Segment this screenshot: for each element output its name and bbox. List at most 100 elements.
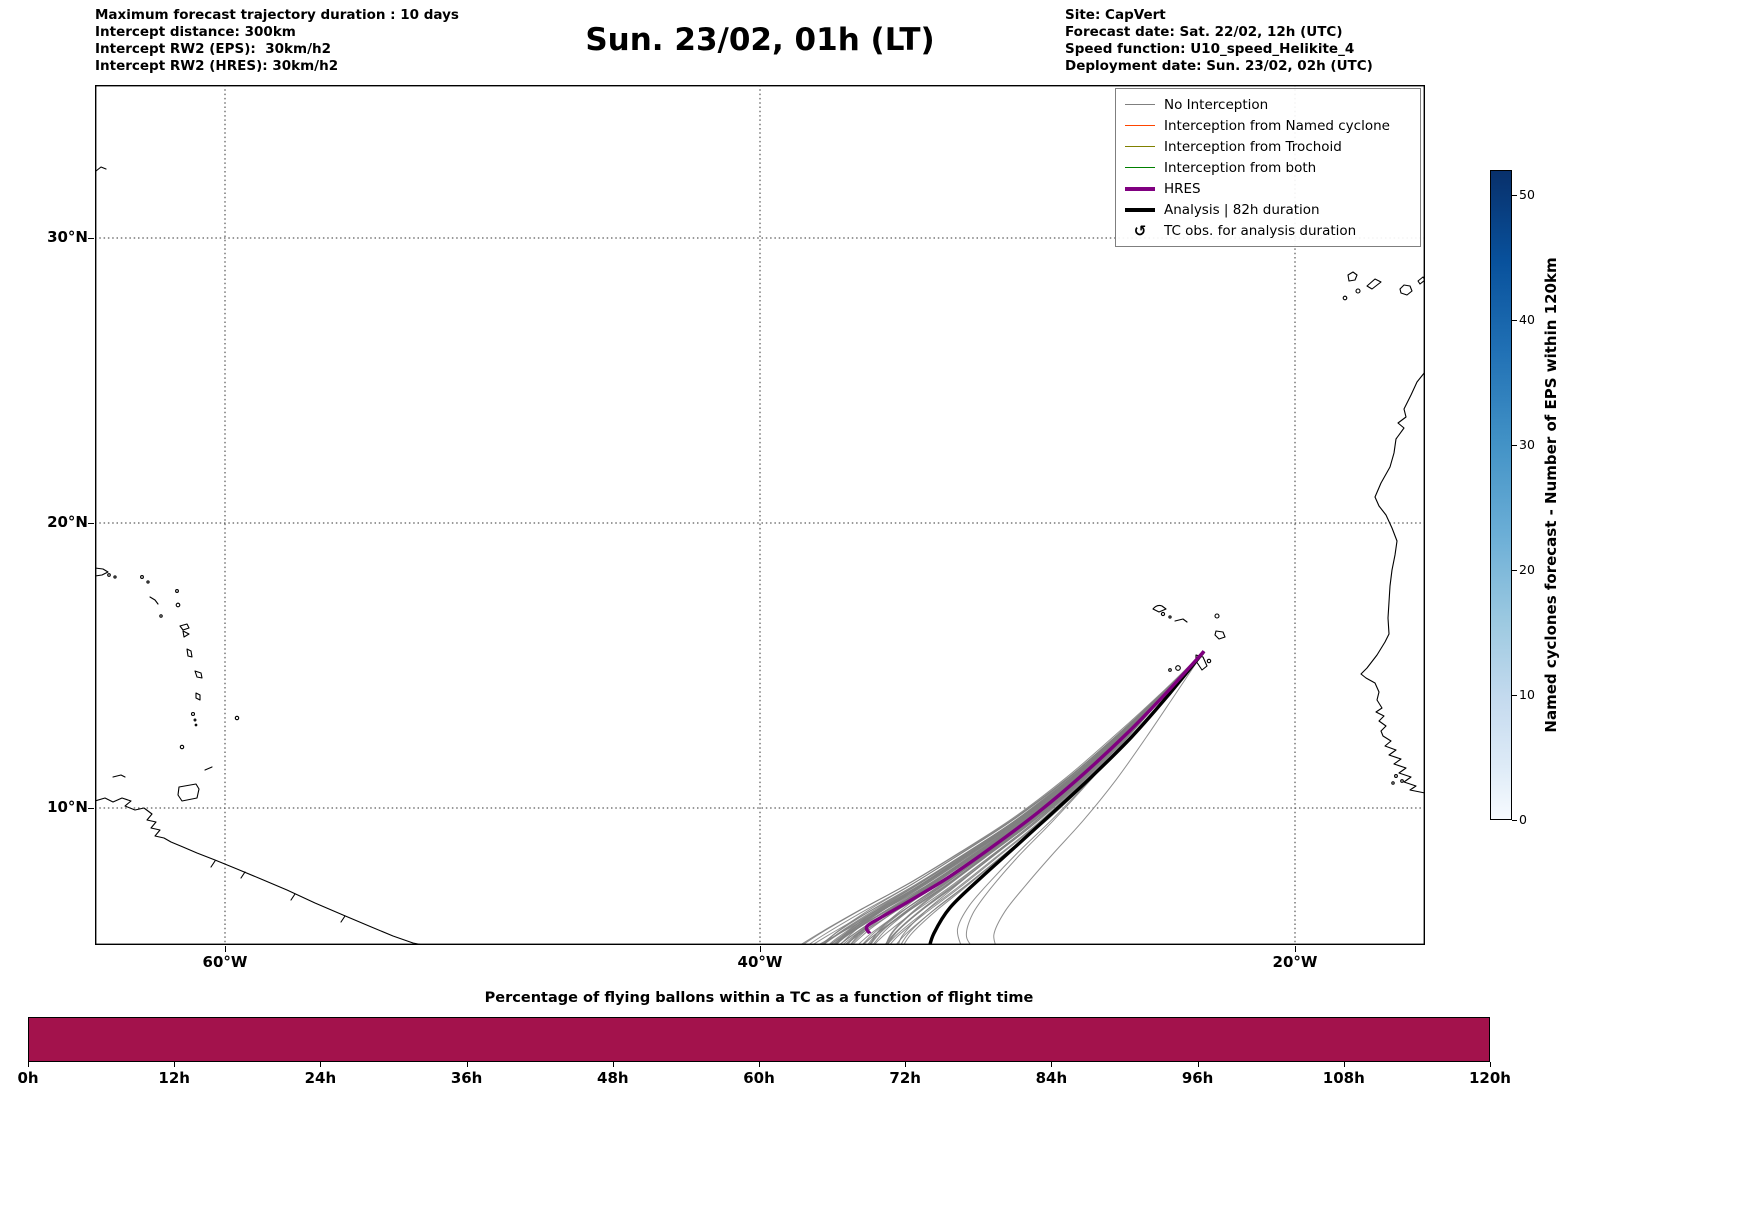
- lat-tick-mark: [88, 238, 94, 239]
- bottom-axis-tick-mark: [466, 1062, 468, 1067]
- island-speck: [1394, 774, 1398, 778]
- island-speck: [113, 575, 117, 579]
- island-speck: [107, 573, 111, 577]
- island-antilles: [175, 602, 181, 608]
- legend-item: Analysis | 82h duration: [1125, 199, 1411, 220]
- bottom-axis-tick-label: 120h: [1469, 1069, 1511, 1087]
- bottom-axis-tick-label: 12h: [158, 1069, 190, 1087]
- bottom-axis-tick-label: 36h: [450, 1069, 483, 1087]
- lon-tick-mark: [760, 946, 761, 952]
- trajectory-eps-member: [807, 650, 1205, 945]
- bottom-axis-tick-label: 60h: [743, 1069, 775, 1087]
- lat-tick-mark: [88, 523, 94, 524]
- rotation-arrow-icon: ↺: [1133, 221, 1147, 240]
- map-border: [95, 85, 1425, 945]
- legend-line-sample: [1125, 146, 1155, 147]
- legend-item: Interception from Named cyclone: [1125, 115, 1411, 136]
- island-capeverde: [1206, 658, 1212, 664]
- bottom-axis-tick-mark: [1490, 1062, 1491, 1067]
- lat-tick-label: 10°N: [47, 798, 88, 816]
- legend-line-swatch: [1125, 186, 1155, 191]
- info-forecast-date: Forecast date: Sat. 22/02, 12h (UTC): [1065, 24, 1343, 40]
- colorbar-tick-label: 30: [1519, 437, 1535, 452]
- legend-line-sample: [1125, 125, 1155, 126]
- trajectory-eps-member: [833, 650, 1205, 945]
- colorbar-tick-label: 10: [1519, 687, 1535, 702]
- bottom-axis-tick-mark: [905, 1062, 907, 1067]
- colorbar: [1490, 170, 1512, 820]
- trajectory-eps-member: [799, 650, 1205, 945]
- colorbar-tick-mark: [1512, 570, 1517, 571]
- island-capeverde: [1168, 668, 1172, 672]
- island-antilles: [195, 692, 201, 701]
- trajectory-eps-member: [828, 650, 1205, 945]
- island-canary: [1366, 278, 1382, 290]
- colorbar-tick-mark: [1512, 820, 1517, 821]
- bottom-axis-tick-mark: [1197, 1062, 1199, 1067]
- colorbar-tick-mark: [1512, 695, 1517, 696]
- bottom-axis-tick-label: 72h: [889, 1069, 921, 1087]
- island-antilles: [175, 589, 179, 593]
- legend-label: HRES: [1164, 180, 1201, 197]
- island-canary: [1355, 288, 1361, 294]
- bottom-axis-tick-label: 96h: [1181, 1069, 1214, 1087]
- island-virgin-islands: [95, 567, 109, 577]
- island-canary: [1417, 276, 1425, 285]
- info-deployment-date: Deployment date: Sun. 23/02, 02h (UTC): [1065, 58, 1373, 74]
- bottom-axis-tick-mark: [612, 1062, 614, 1067]
- island-capeverde: [1160, 611, 1166, 617]
- island-speck: [146, 580, 150, 584]
- island-capeverde: [1175, 665, 1181, 671]
- island-antilles: [190, 711, 196, 717]
- trajectory-eps-member: [835, 650, 1205, 945]
- island-speck: [1400, 779, 1404, 783]
- legend-line-swatch: [1125, 167, 1155, 168]
- colorbar-tick-label: 50: [1519, 187, 1535, 202]
- bottom-axis-tick-label: 108h: [1322, 1069, 1365, 1087]
- island-trinidad: [177, 783, 200, 802]
- legend-label: Interception from Trochoid: [1164, 138, 1342, 155]
- legend-label: TC obs. for analysis duration: [1164, 222, 1357, 239]
- island-antilles: [159, 614, 163, 618]
- trajectory-map: [95, 85, 1425, 945]
- trajectory-eps-member: [817, 650, 1205, 945]
- bottom-axis-tick-mark: [1343, 1062, 1345, 1067]
- bottom-axis-tick-mark: [28, 1062, 29, 1067]
- legend-line-sample: [1125, 167, 1155, 168]
- lon-tick-label: 40°W: [737, 953, 783, 971]
- coastline-south-america: [95, 797, 424, 945]
- island-capeverde: [1152, 604, 1167, 613]
- coastline-river-marks: [210, 860, 346, 923]
- bottom-chart-title: Percentage of flying ballons within a TC…: [484, 990, 1034, 1006]
- legend-line-swatch: [1125, 207, 1155, 212]
- trajectory-eps-member: [821, 650, 1205, 945]
- legend-line-swatch: [1125, 146, 1155, 147]
- trajectory-eps-member: [872, 650, 1205, 945]
- colorbar-tick-mark: [1512, 195, 1517, 196]
- colorbar-label: Named cyclones forecast - Number of EPS …: [1542, 257, 1560, 733]
- trajectory-analysis: [928, 650, 1206, 945]
- island-antilles: [179, 744, 185, 750]
- coastlines: [95, 166, 1425, 945]
- island-canary: [1342, 295, 1348, 301]
- colorbar-tick-mark: [1512, 445, 1517, 446]
- legend-line-sample: [1125, 186, 1155, 191]
- bottom-chart-bar: [28, 1017, 1490, 1062]
- island-bermuda: [95, 166, 107, 172]
- trajectory-eps-member: [822, 650, 1205, 945]
- bottom-axis-tick-mark: [759, 1062, 760, 1067]
- trajectory-eps-member: [801, 650, 1205, 945]
- colorbar-tick-label: 20: [1519, 562, 1535, 577]
- lon-tick-mark: [1295, 946, 1296, 952]
- legend-line-swatch: [1125, 125, 1155, 126]
- trajectory-eps-member: [819, 650, 1205, 945]
- legend-label: Interception from both: [1164, 159, 1317, 176]
- trajectory-eps-member: [811, 650, 1205, 945]
- island-speck: [1391, 781, 1395, 785]
- bottom-axis-tick-label: 0h: [17, 1069, 39, 1087]
- legend-line-swatch: [1125, 104, 1155, 105]
- island-tobago: [204, 766, 213, 771]
- legend-item: HRES: [1125, 178, 1411, 199]
- island-antilles: [193, 718, 197, 722]
